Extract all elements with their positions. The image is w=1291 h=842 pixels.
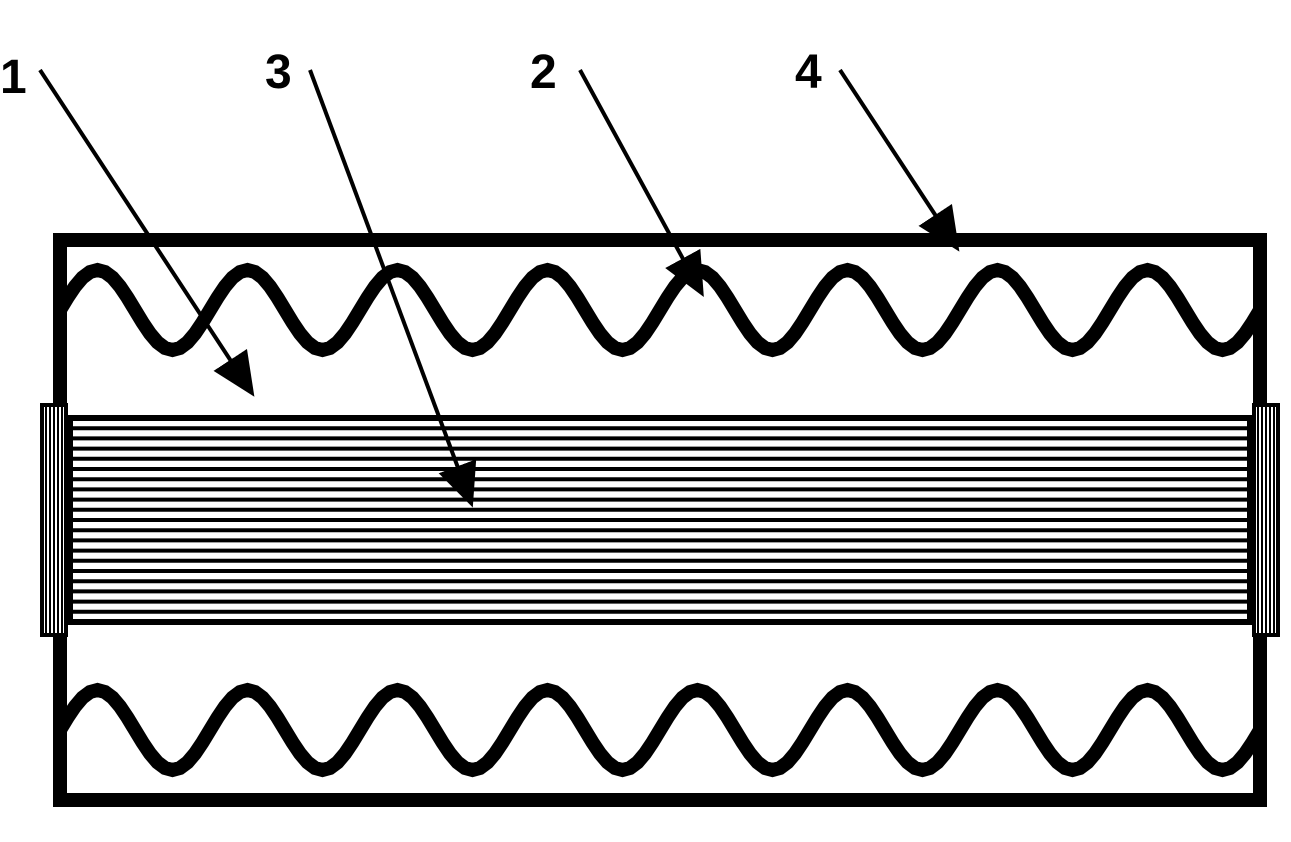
callout-label-2: 2 <box>530 45 557 100</box>
callout-label-4: 4 <box>795 45 822 100</box>
diagram-svg <box>0 0 1291 842</box>
callout-label-3: 3 <box>265 45 292 100</box>
callout-label-1: 1 <box>0 50 27 105</box>
